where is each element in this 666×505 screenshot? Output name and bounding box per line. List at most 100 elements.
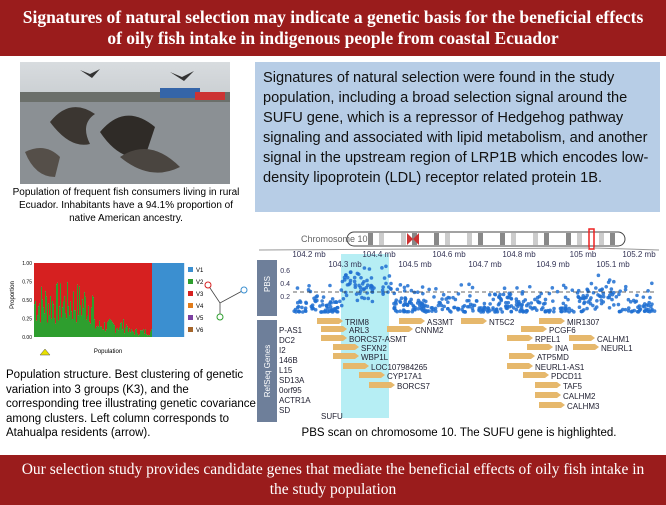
axis-label: 105.1 mb: [596, 260, 630, 269]
bar-segment: [150, 263, 152, 332]
centromere: [407, 233, 419, 245]
y-tick-label: 0.75: [22, 280, 32, 286]
bar-segment: [37, 315, 39, 337]
point: [588, 298, 592, 302]
bar-segment: [88, 305, 90, 337]
point: [595, 298, 599, 303]
bar-segment: [42, 299, 44, 337]
point: [524, 310, 528, 314]
bar-segment: [81, 263, 83, 316]
pbs-label: PBS: [263, 276, 272, 292]
point: [474, 298, 479, 303]
point: [447, 296, 452, 300]
band: [566, 233, 571, 245]
point: [491, 297, 496, 302]
point: [403, 296, 408, 301]
point: [399, 296, 404, 301]
bar-segment: [102, 329, 104, 337]
bar-segment: [148, 263, 150, 335]
gene-label: ARL3: [349, 326, 370, 335]
gene-label: NT5C2: [489, 318, 515, 327]
bar-segment: [94, 319, 96, 337]
point: [499, 297, 503, 302]
point: [367, 267, 372, 271]
point: [610, 297, 614, 302]
point: [617, 309, 622, 314]
gene-arrow: [359, 372, 385, 378]
bar-segment: [128, 263, 130, 332]
point: [511, 306, 516, 310]
gene-arrow: [317, 318, 343, 324]
point: [628, 300, 633, 304]
bar-segment: [118, 263, 120, 331]
band: [533, 233, 538, 245]
point: [398, 309, 403, 313]
structure-caption: Population structure. Best clustering of…: [6, 369, 256, 439]
bar-segment: [157, 263, 159, 337]
point: [416, 298, 421, 303]
point: [632, 308, 637, 313]
point: [514, 299, 519, 304]
gene-label: RPEL1: [535, 335, 561, 344]
bar-segment: [107, 321, 109, 337]
point: [405, 303, 410, 308]
bar-segment: [139, 334, 141, 337]
point: [456, 307, 460, 312]
gene-arrow: [399, 318, 425, 324]
bar-segment: [124, 263, 126, 334]
gene-arrow: [535, 392, 561, 398]
point: [563, 307, 568, 311]
bar-segment: [139, 263, 141, 335]
photo: [20, 62, 230, 184]
point: [425, 304, 430, 309]
bar-segment: [101, 326, 103, 337]
bar-segment: [145, 329, 147, 337]
bar-segment: [53, 304, 55, 337]
point: [539, 307, 544, 312]
bar-segment: [169, 263, 171, 337]
point: [358, 291, 362, 296]
bar-segment: [114, 325, 116, 337]
pbs-tick: 0.2: [280, 294, 290, 301]
bar-segment: [60, 283, 62, 337]
bar-segment: [177, 263, 179, 337]
point: [392, 291, 397, 296]
point: [335, 310, 340, 314]
bar-segment: [182, 263, 184, 337]
bar-segment: [112, 263, 114, 323]
bar-segment: [121, 263, 123, 323]
bar-segment: [56, 263, 58, 285]
bar-segment: [106, 263, 108, 330]
bar-segment: [156, 263, 158, 337]
bar-segment: [45, 263, 47, 292]
summary-box: Signatures of natural selection were fou…: [255, 62, 660, 212]
bar-segment: [48, 263, 50, 304]
point: [650, 281, 654, 286]
bar-segment: [140, 330, 142, 337]
bar-segment: [151, 329, 153, 337]
x-axis-label: Population: [94, 349, 122, 355]
bar-segment: [58, 320, 60, 337]
point: [344, 293, 349, 298]
bar-segment: [159, 263, 161, 337]
bar-segment: [143, 329, 145, 337]
point: [345, 275, 350, 280]
bar-segment: [83, 308, 85, 337]
point: [601, 294, 606, 299]
bar-segment: [88, 263, 90, 306]
point: [491, 307, 495, 312]
bar-segment: [57, 263, 59, 283]
point: [601, 291, 606, 296]
bar-segment: [124, 333, 126, 337]
point: [641, 295, 646, 299]
bar-segment: [46, 263, 48, 297]
bar-segment: [135, 329, 137, 337]
point: [398, 300, 403, 305]
point: [321, 295, 326, 299]
panel-side: [257, 320, 277, 422]
bar-segment: [52, 263, 54, 302]
bar-segment: [36, 320, 38, 337]
gene-label: DC2: [279, 336, 296, 345]
point: [320, 303, 325, 307]
bar-segment: [167, 263, 169, 337]
